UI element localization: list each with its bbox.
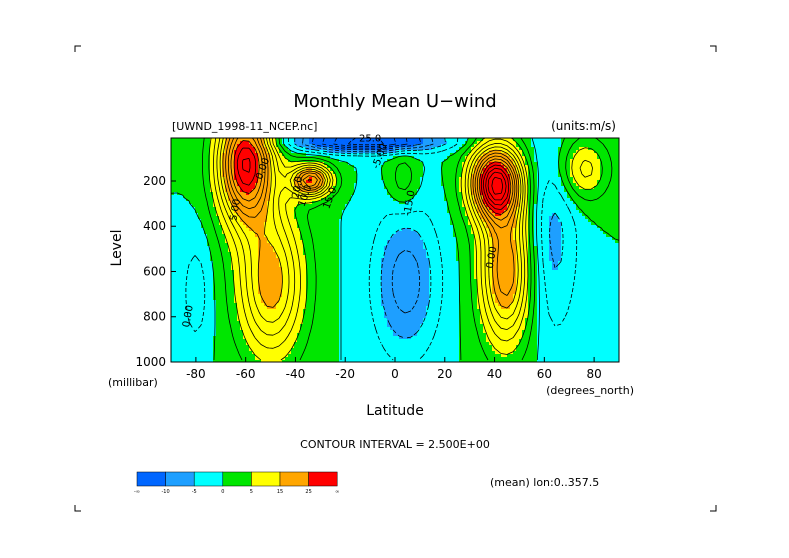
contour-plot-area xyxy=(171,138,619,362)
colorbar-label: 5 xyxy=(250,489,253,495)
colorbar-label: -∞ xyxy=(134,489,140,495)
colorbar-swatch xyxy=(279,471,309,487)
contour-line xyxy=(321,138,408,149)
colorbar-swatch xyxy=(165,471,195,487)
contour-line xyxy=(227,138,518,229)
contour-line xyxy=(236,147,512,210)
y-axis-units: (millibar) xyxy=(108,376,158,389)
y-tick-label: 400 xyxy=(143,219,166,233)
contour-line xyxy=(333,138,397,147)
colorbar-swatch xyxy=(136,471,166,487)
x-tick-label: -60 xyxy=(236,367,256,381)
x-tick-label: -40 xyxy=(286,367,306,381)
colorbar: -∞ -10 -5 0 5 15 25 ∞ xyxy=(134,471,339,495)
contour-line xyxy=(302,138,434,314)
colorbar-swatch xyxy=(193,471,224,487)
colorbar-label: ∞ xyxy=(335,489,339,495)
y-tick-label: 200 xyxy=(143,174,166,188)
units-label: (units:m/s) xyxy=(551,119,616,133)
contour-line xyxy=(242,158,509,206)
contour-line xyxy=(233,140,514,215)
contour-label: -15.0 xyxy=(402,189,417,216)
contour-line xyxy=(487,171,507,201)
contour-line xyxy=(311,138,422,151)
x-axis-units: (degrees_north) xyxy=(546,384,634,397)
contour-label: 0.00 xyxy=(181,304,196,328)
contour-line xyxy=(208,138,603,361)
colorbar-label: 25 xyxy=(305,489,311,495)
x-tick-label: 80 xyxy=(586,367,601,381)
corner-marks xyxy=(74,45,717,512)
dataset-label: [UWND_1998-11_NCEP.nc] xyxy=(172,120,317,133)
x-tick-label: 20 xyxy=(437,367,452,381)
colorbar-swatch xyxy=(222,471,252,487)
colorbar-label: 15 xyxy=(277,489,283,495)
contour-label: 5.00 xyxy=(228,198,243,222)
x-tick-label: 60 xyxy=(537,367,552,381)
contour-line xyxy=(219,138,524,323)
contour-line xyxy=(213,138,593,349)
contour-label: 0.00 xyxy=(485,246,500,270)
y-tick-label: 800 xyxy=(143,310,166,324)
colorbar-swatch xyxy=(308,471,338,487)
colorbar-label: -10 xyxy=(162,489,170,495)
colorbar-swatch xyxy=(251,471,281,487)
contour-label: 25.0 xyxy=(359,133,381,144)
contour-line xyxy=(348,138,384,146)
contour-line xyxy=(202,138,613,361)
x-tick-label: -20 xyxy=(335,367,355,381)
colorbar-label: 0 xyxy=(221,489,224,495)
x-tick-label: 40 xyxy=(487,367,502,381)
contour-line xyxy=(225,138,520,296)
chart-title: Monthly Mean U−wind xyxy=(293,91,496,112)
axes: -80 -60 -40 -20 0 20 40 60 80 200 400 600 800 1000 xyxy=(135,137,620,381)
contour-line xyxy=(491,176,504,195)
x-axis-title: Latitude xyxy=(366,403,424,419)
contour-line xyxy=(185,138,578,361)
colorbar-label: -5 xyxy=(192,489,197,495)
wind-field xyxy=(171,138,619,362)
x-tick-label: 0 xyxy=(391,367,399,381)
contour-label: 20.0 xyxy=(291,175,306,199)
y-tick-label: 600 xyxy=(143,264,166,278)
mean-longitude-note: (mean) lon:0..357.5 xyxy=(490,476,599,489)
y-tick-label: 1000 xyxy=(135,355,166,369)
contour-line xyxy=(230,138,516,221)
contour-lines xyxy=(171,138,619,361)
contour-line xyxy=(222,138,522,309)
contour-line xyxy=(294,138,564,339)
x-tick-label: -80 xyxy=(186,367,206,381)
contour-line xyxy=(171,138,619,361)
contour-interval-note: CONTOUR INTERVAL = 2.500E+00 xyxy=(300,438,490,451)
contour-line xyxy=(216,138,526,336)
y-axis-title: Level xyxy=(109,230,125,267)
